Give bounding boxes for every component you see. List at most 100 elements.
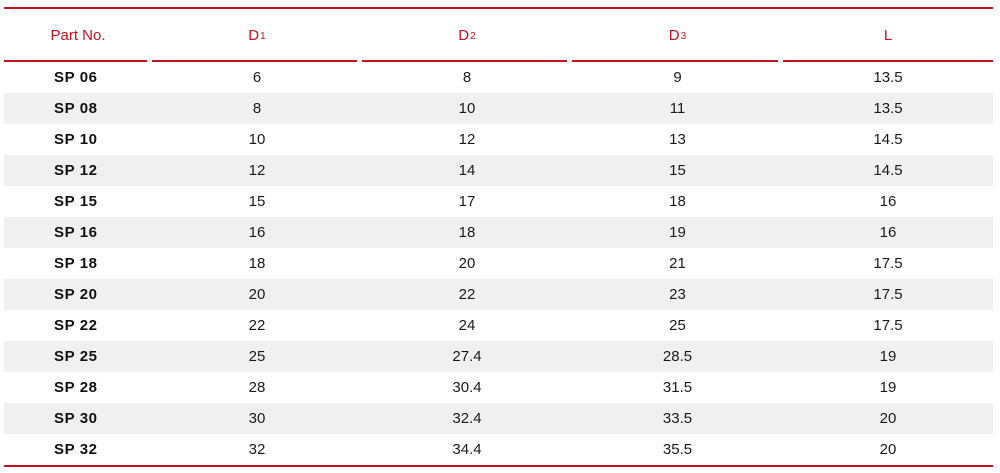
d2-cell: 14 [458, 162, 476, 179]
part-no-cell: SP 25 [54, 348, 98, 365]
d1-cell: 22 [248, 317, 266, 334]
table-row: SP 15 15 17 18 16 [4, 186, 993, 217]
d1-cell: 25 [248, 348, 266, 365]
d2-cell: 8 [462, 69, 472, 86]
d3-cell: 31.5 [662, 379, 693, 396]
part-no-cell: SP 15 [54, 193, 98, 210]
d3-cell: 15 [669, 162, 686, 179]
part-no-cell: SP 10 [54, 131, 98, 148]
header-underline [4, 60, 147, 62]
l-cell: 16 [879, 224, 897, 241]
l-cell: 20 [879, 410, 897, 427]
d2-cell: 34.4 [452, 441, 482, 458]
l-cell: 13.5 [873, 69, 903, 86]
table-row: SP 30 30 32.4 33.5 20 [4, 403, 993, 434]
d3-cell: 9 [673, 69, 682, 86]
d2-cell: 12 [458, 131, 476, 148]
d2-cell: 10 [458, 100, 476, 117]
d3-cell: 23 [669, 286, 686, 303]
table-body: SP 06 6 8 9 13.5 SP 08 8 10 11 13.5 SP 10 10 12 13 14.… [4, 62, 993, 465]
d3-cell: 28.5 [662, 348, 693, 365]
header-underline [152, 60, 357, 62]
part-no-cell: SP 20 [54, 286, 98, 303]
part-no-cell: SP 28 [54, 379, 98, 396]
l-cell: 14.5 [873, 131, 903, 148]
d3-cell: 25 [669, 317, 686, 334]
part-no-cell: SP 06 [54, 69, 98, 86]
d1-cell: 32 [248, 441, 266, 458]
d1-cell: 10 [248, 131, 266, 148]
table-row: SP 10 10 12 13 14.5 [4, 124, 993, 155]
header-underline [572, 60, 778, 62]
d2-cell: 24 [458, 317, 476, 334]
d2-cell: 20 [458, 255, 476, 272]
l-cell: 19 [879, 348, 897, 365]
part-no-cell: SP 32 [54, 441, 98, 458]
d3-cell: 19 [669, 224, 686, 241]
table-row: SP 22 22 24 25 17.5 [4, 310, 993, 341]
table-row: SP 20 20 22 23 17.5 [4, 279, 993, 310]
d1-cell: 12 [248, 162, 266, 179]
table-row: SP 28 28 30.4 31.5 19 [4, 372, 993, 403]
header-underline [362, 60, 567, 62]
part-no-cell: SP 22 [54, 317, 98, 334]
l-cell: 14.5 [873, 162, 903, 179]
d3-cell: 33.5 [662, 410, 693, 427]
d2-cell: 22 [458, 286, 476, 303]
table-row: SP 16 16 18 19 16 [4, 217, 993, 248]
d3-cell: 18 [669, 193, 686, 210]
part-no-cell: SP 16 [54, 224, 98, 241]
d3-cell: 35.5 [662, 441, 693, 458]
l-cell: 13.5 [873, 100, 903, 117]
d1-cell: 15 [248, 193, 266, 210]
d1-cell: 16 [248, 224, 266, 241]
d2-cell: 18 [458, 224, 476, 241]
header-l-label: L [883, 27, 893, 44]
part-no-cell: SP 12 [54, 162, 98, 179]
header-d3-subscript: 3 [680, 31, 687, 42]
header-d2-label: D [458, 27, 470, 44]
l-cell: 17.5 [873, 255, 903, 272]
table-row: SP 08 8 10 11 13.5 [4, 93, 993, 124]
l-cell: 17.5 [873, 286, 903, 303]
table-top-rule [4, 7, 993, 9]
l-cell: 19 [879, 379, 897, 396]
table-bottom-rule [4, 465, 993, 467]
d2-cell: 32.4 [452, 410, 482, 427]
header-d1-label: D [248, 27, 260, 44]
l-cell: 16 [879, 193, 897, 210]
table-row: SP 12 12 14 15 14.5 [4, 155, 993, 186]
d3-cell: 11 [669, 100, 686, 117]
header-underline [783, 60, 993, 62]
d1-cell: 30 [248, 410, 266, 427]
l-cell: 17.5 [873, 317, 903, 334]
part-no-cell: SP 18 [54, 255, 98, 272]
header-part-no: Part No. [4, 9, 152, 62]
table-row: SP 25 25 27.4 28.5 19 [4, 341, 993, 372]
header-part-no-label: Part No. [50, 27, 106, 44]
part-no-cell: SP 08 [54, 100, 98, 117]
header-l: L [783, 9, 993, 62]
d1-cell: 18 [248, 255, 266, 272]
d2-cell: 30.4 [452, 379, 482, 396]
header-d3-label: D [668, 27, 680, 44]
d1-cell: 20 [248, 286, 266, 303]
table-row: SP 18 18 20 21 17.5 [4, 248, 993, 279]
table-row: SP 32 32 34.4 35.5 20 [4, 434, 993, 465]
d3-cell: 13 [669, 131, 686, 148]
part-no-cell: SP 30 [54, 410, 98, 427]
header-d2-subscript: 2 [470, 31, 476, 42]
l-cell: 20 [879, 441, 897, 458]
d1-cell: 28 [248, 379, 266, 396]
d1-cell: 8 [252, 100, 262, 117]
table-row: SP 06 6 8 9 13.5 [4, 62, 993, 93]
header-d1-subscript: 1 [260, 31, 266, 42]
d2-cell: 27.4 [452, 348, 482, 365]
d3-cell: 21 [669, 255, 686, 272]
d1-cell: 6 [252, 69, 262, 86]
